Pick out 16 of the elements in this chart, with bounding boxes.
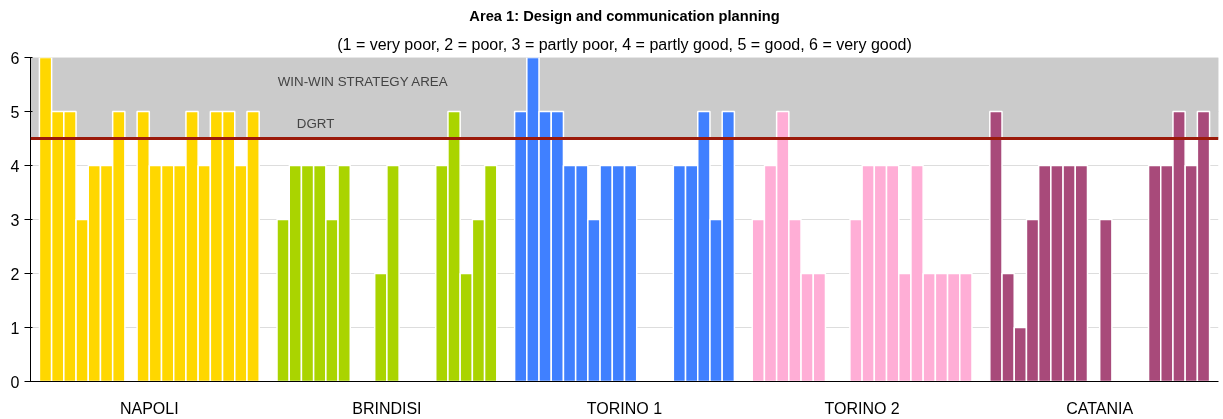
y-tick-label: 6 xyxy=(10,49,20,67)
y-tick-label: 1 xyxy=(10,319,20,337)
y-tick-label: 0 xyxy=(10,373,20,391)
ref-line-label: DGRT xyxy=(296,116,335,132)
chart-subtitle: (1 = very poor, 2 = poor, 3 = partly poor, 4 = partly good, 5 = good, 6 = very good) xyxy=(337,35,912,53)
x-tick-label: TORINO 2 xyxy=(824,399,900,417)
y-tick-label: 2 xyxy=(10,265,20,283)
y-tick-label: 4 xyxy=(10,157,20,175)
y-tick-label: 3 xyxy=(10,211,20,229)
x-tick-label: TORINO 1 xyxy=(586,399,663,417)
band-label: WIN-WIN STRATEGY AREA xyxy=(277,74,448,90)
x-tick-label: CATANIA xyxy=(1066,399,1134,417)
chart-title: Area 1: Design and communication planning xyxy=(469,7,780,24)
y-tick-label: 5 xyxy=(10,103,20,121)
x-tick-label: NAPOLI xyxy=(119,399,179,417)
x-tick-label: BRINDISI xyxy=(352,399,422,417)
